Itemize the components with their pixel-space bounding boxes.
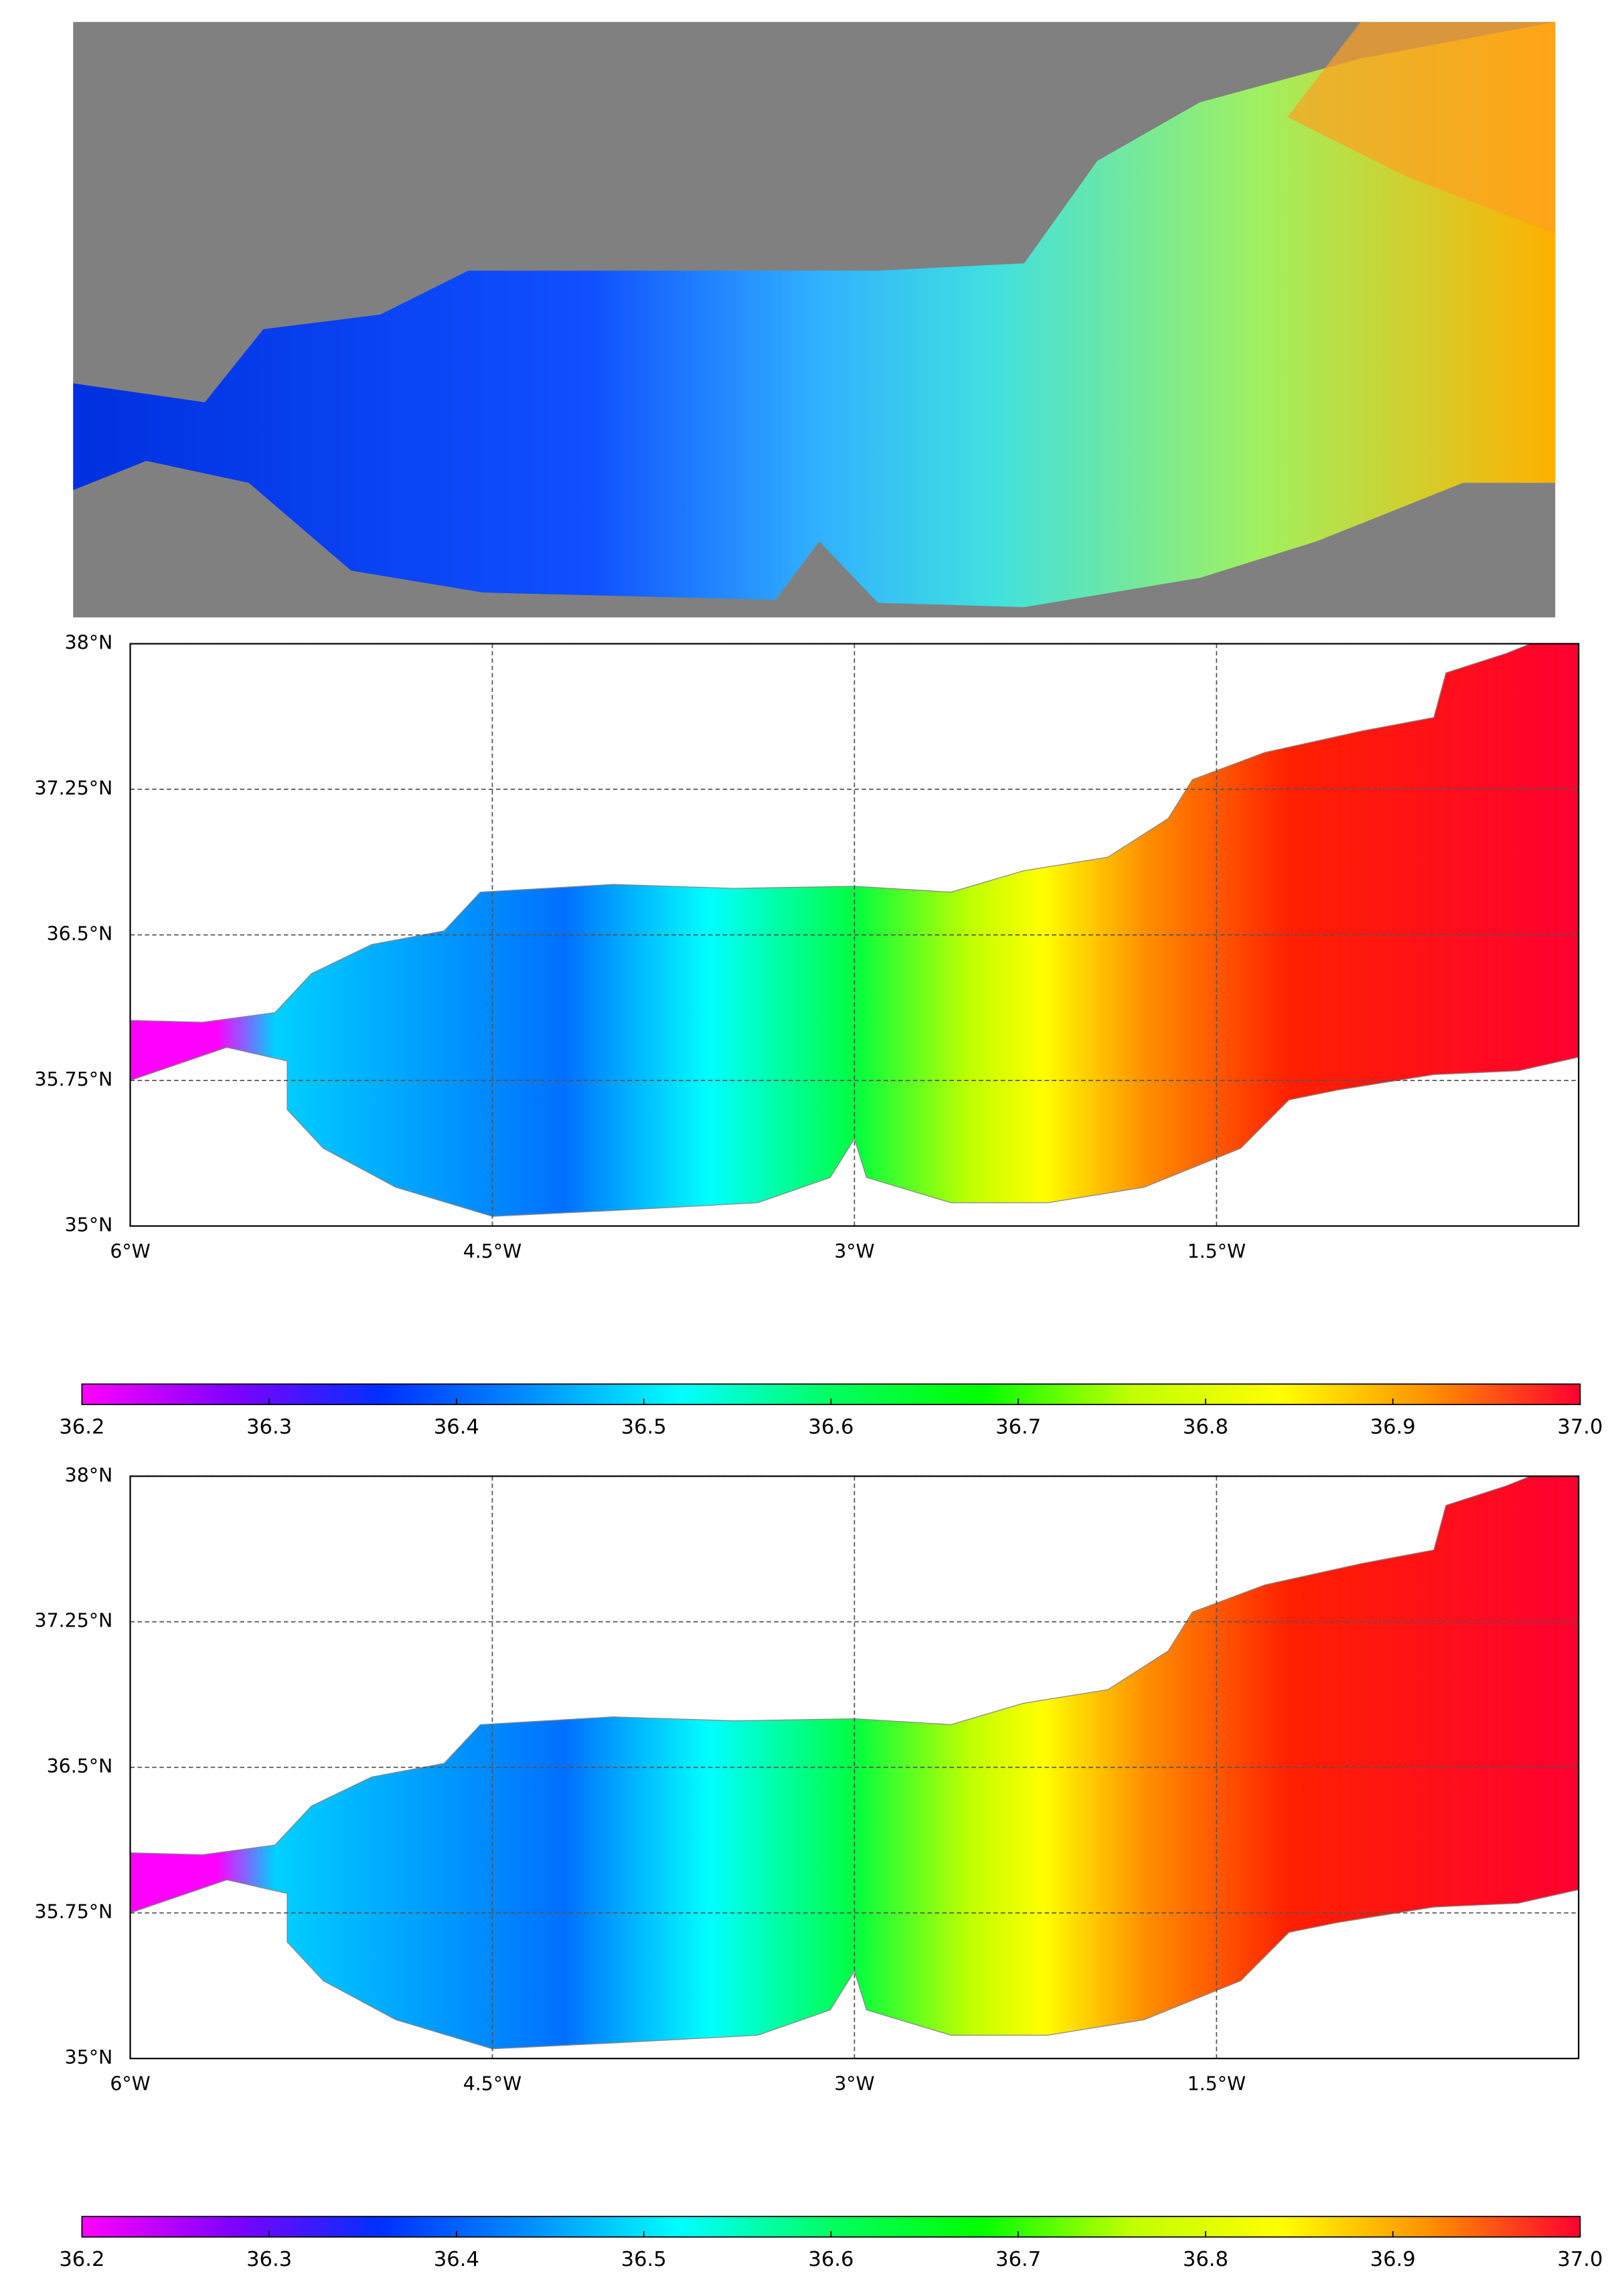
x-tick-label: 3°W [834, 2072, 874, 2095]
satellite-image [73, 21, 1556, 618]
map-panel: 6°W 4.5°W 3°W 1.5°W 35°N 35.75°N 36.5°N 37.25°N… [35, 1464, 1580, 2095]
colorbar-tick-label: 36.5 [621, 1416, 667, 1439]
x-tick-label: 4.5°W [463, 1240, 521, 1262]
map-panel: 6°W 4.5°W 3°W 1.5°W 35°N 35.75°N 36.5°N 37.25°N… [35, 632, 1580, 1262]
x-tick-label: 6°W [110, 2072, 150, 2095]
colorbar-tick-label: 36.7 [995, 2248, 1041, 2271]
x-tick-label: 1.5°W [1188, 2072, 1246, 2095]
y-tick-label: 37.25°N [35, 777, 113, 799]
axes-frame [129, 643, 1580, 1227]
y-tick-label: 35°N [65, 2046, 113, 2068]
colorbar-tick-label: 36.5 [621, 2248, 667, 2271]
y-tick-label: 37.25°N [35, 1610, 113, 1632]
colorbar-tick-label: 36.8 [1183, 1416, 1228, 1439]
sea-surface [73, 21, 1556, 608]
x-tick-label: 3°W [834, 1240, 874, 1262]
colorbar-tick-label: 36.4 [434, 2248, 479, 2271]
colorbar-tick-label: 36.6 [808, 1416, 854, 1439]
colorbar-tick-label: 36.3 [246, 1416, 292, 1439]
colorbar-tick-label: 37.0 [1557, 2248, 1603, 2271]
y-tick-label: 35°N [65, 1214, 113, 1236]
y-tick-label: 36.5°N [47, 1755, 113, 1777]
colorbar-tick-label: 36.2 [59, 1416, 104, 1439]
x-tick-label: 1.5°W [1188, 1240, 1246, 1262]
y-tick-label: 36.5°N [47, 923, 113, 945]
y-tick-label: 38°N [65, 1464, 113, 1486]
colorbar-tick-label: 36.3 [246, 2248, 292, 2271]
y-tick-label: 38°N [65, 632, 113, 654]
warm-patch [1287, 21, 1556, 234]
y-tick-label: 35.75°N [35, 1068, 113, 1090]
colorbar-tick-label: 36.8 [1183, 2248, 1228, 2271]
colorbar-tick-label: 36.2 [59, 2248, 104, 2271]
colorbar-tick-label: 36.6 [808, 2248, 854, 2271]
x-tick-label: 6°W [110, 1240, 150, 1262]
x-tick-label: 4.5°W [463, 2072, 521, 2095]
colorbar-tick-label: 36.9 [1370, 2248, 1416, 2271]
colorbar-tick-label: 36.4 [434, 1416, 479, 1439]
colorbar-tick-label: 37.0 [1557, 1416, 1603, 1439]
y-tick-label: 35.75°N [35, 1901, 113, 1923]
axes-frame [129, 1475, 1580, 2060]
colorbar-tick-label: 36.7 [995, 1416, 1041, 1439]
colorbar-tick-label: 36.9 [1370, 1416, 1416, 1439]
